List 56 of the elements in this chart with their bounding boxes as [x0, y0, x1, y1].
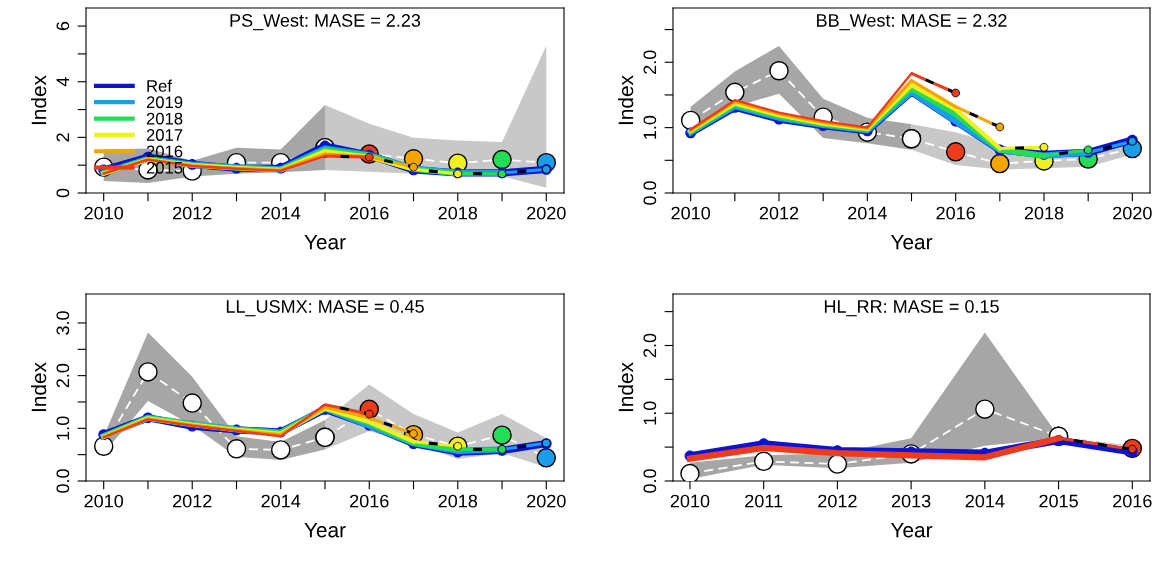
x-axis-title: Year [304, 234, 346, 250]
x-tick-label: 2020 [527, 206, 566, 220]
x-tick-label: 2012 [818, 494, 857, 508]
y-tick-label: 4 [56, 77, 70, 87]
legend-label: 2017 [146, 129, 183, 141]
x-tick-label: 2018 [438, 206, 478, 220]
y-tick-label: 2 [56, 133, 70, 142]
x-tick-label: 2010 [671, 206, 711, 220]
y-tick-label: 2.0 [643, 50, 657, 74]
x-axis-title: Year [890, 234, 933, 250]
chart-title: LL_USMX: MASE = 0.45 [226, 300, 424, 317]
x-tick-label: 2010 [84, 206, 124, 220]
y-tick-label: 0.0 [56, 469, 70, 493]
x-tick-label: 2020 [1113, 206, 1152, 220]
y-tick-label: 6 [56, 21, 70, 31]
x-tick-label: 2012 [759, 206, 799, 220]
y-tick-label: 1.0 [56, 416, 70, 440]
y-axis-title: Index [618, 75, 634, 125]
y-tick-label: 2.0 [56, 363, 70, 388]
chart-title: PS_West: MASE = 2.23 [230, 14, 421, 31]
x-tick-label: 2015 [1039, 494, 1078, 508]
x-tick-label: 2016 [1113, 494, 1152, 508]
y-tick-label: 1.0 [643, 401, 657, 425]
x-tick-label: 2016 [936, 206, 975, 220]
x-tick-label: 2014 [965, 494, 1005, 508]
chart-title: BB_West: MASE = 2.32 [817, 14, 1007, 31]
x-tick-label: 2018 [438, 494, 478, 508]
y-tick-label: 2.0 [643, 333, 657, 358]
x-tick-label: 2020 [527, 494, 566, 508]
x-tick-label: 2010 [84, 494, 124, 508]
chart-title: HL_RR: MASE = 0.15 [824, 300, 999, 317]
x-tick-label: 2011 [745, 494, 783, 508]
x-tick-label: 2012 [173, 206, 212, 220]
x-tick-label: 2016 [350, 494, 389, 508]
y-tick-label: 0.0 [643, 181, 657, 205]
legend-label: 2019 [146, 96, 183, 109]
y-axis-title: Index [618, 362, 634, 412]
x-tick-label: 2016 [350, 206, 389, 220]
legend-label: 2016 [146, 145, 183, 158]
x-axis-title: Year [890, 522, 933, 538]
x-tick-label: 2018 [1024, 206, 1064, 220]
x-axis-title: Year [304, 522, 346, 538]
legend-label: Ref [147, 79, 172, 92]
y-tick-label: 0.0 [643, 469, 657, 493]
x-tick-label: 2010 [670, 494, 710, 508]
x-tick-label: 2014 [848, 206, 887, 220]
legend-label: 2018 [146, 112, 183, 125]
y-tick-label: 1.0 [643, 115, 657, 139]
x-tick-label: 2013 [891, 494, 931, 508]
x-tick-label: 2014 [261, 494, 301, 508]
x-tick-label: 2014 [261, 206, 301, 220]
y-axis-title: Index [31, 75, 47, 125]
y-tick-label: 0 [56, 188, 70, 198]
x-tick-label: 2012 [173, 494, 212, 508]
y-tick-label: 3.0 [56, 311, 70, 335]
y-axis-title: Index [31, 362, 47, 412]
